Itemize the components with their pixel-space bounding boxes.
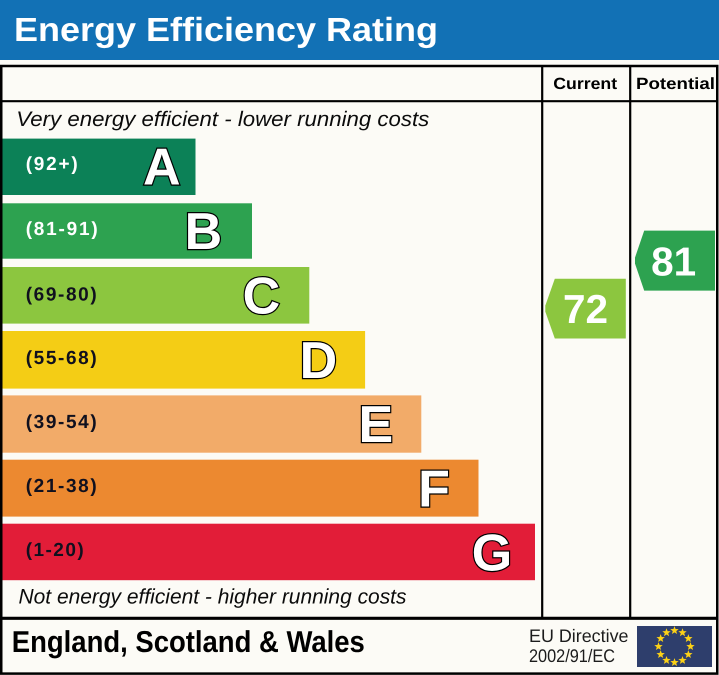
svg-text:G: G [472, 524, 512, 582]
svg-text:Potential: Potential [636, 75, 715, 93]
svg-text:81: 81 [651, 238, 696, 284]
svg-text:(21-38): (21-38) [26, 476, 97, 497]
svg-text:(55-68): (55-68) [26, 348, 97, 369]
svg-text:Not energy efficient - higher: Not energy efficient - higher running co… [19, 585, 407, 608]
svg-text:F: F [418, 460, 450, 518]
svg-text:E: E [358, 396, 393, 454]
svg-text:D: D [300, 332, 338, 390]
svg-text:Very energy efficient - lower: Very energy efficient - lower running co… [16, 108, 430, 131]
svg-text:(92+): (92+) [26, 154, 78, 175]
svg-text:(1-20): (1-20) [26, 540, 84, 561]
svg-text:England, Scotland & Wales: England, Scotland & Wales [12, 626, 365, 659]
svg-text:Current: Current [553, 75, 617, 93]
svg-text:B: B [185, 203, 223, 261]
svg-text:Energy Efficiency Rating: Energy Efficiency Rating [14, 12, 438, 49]
svg-text:72: 72 [563, 286, 608, 332]
svg-text:A: A [143, 139, 181, 197]
svg-text:(39-54): (39-54) [26, 412, 97, 433]
svg-text:(69-80): (69-80) [26, 284, 97, 305]
svg-text:2002/91/EC: 2002/91/EC [529, 646, 615, 666]
svg-text:(81-91): (81-91) [26, 219, 98, 240]
svg-text:EU Directive: EU Directive [529, 626, 629, 646]
svg-text:C: C [243, 268, 281, 326]
